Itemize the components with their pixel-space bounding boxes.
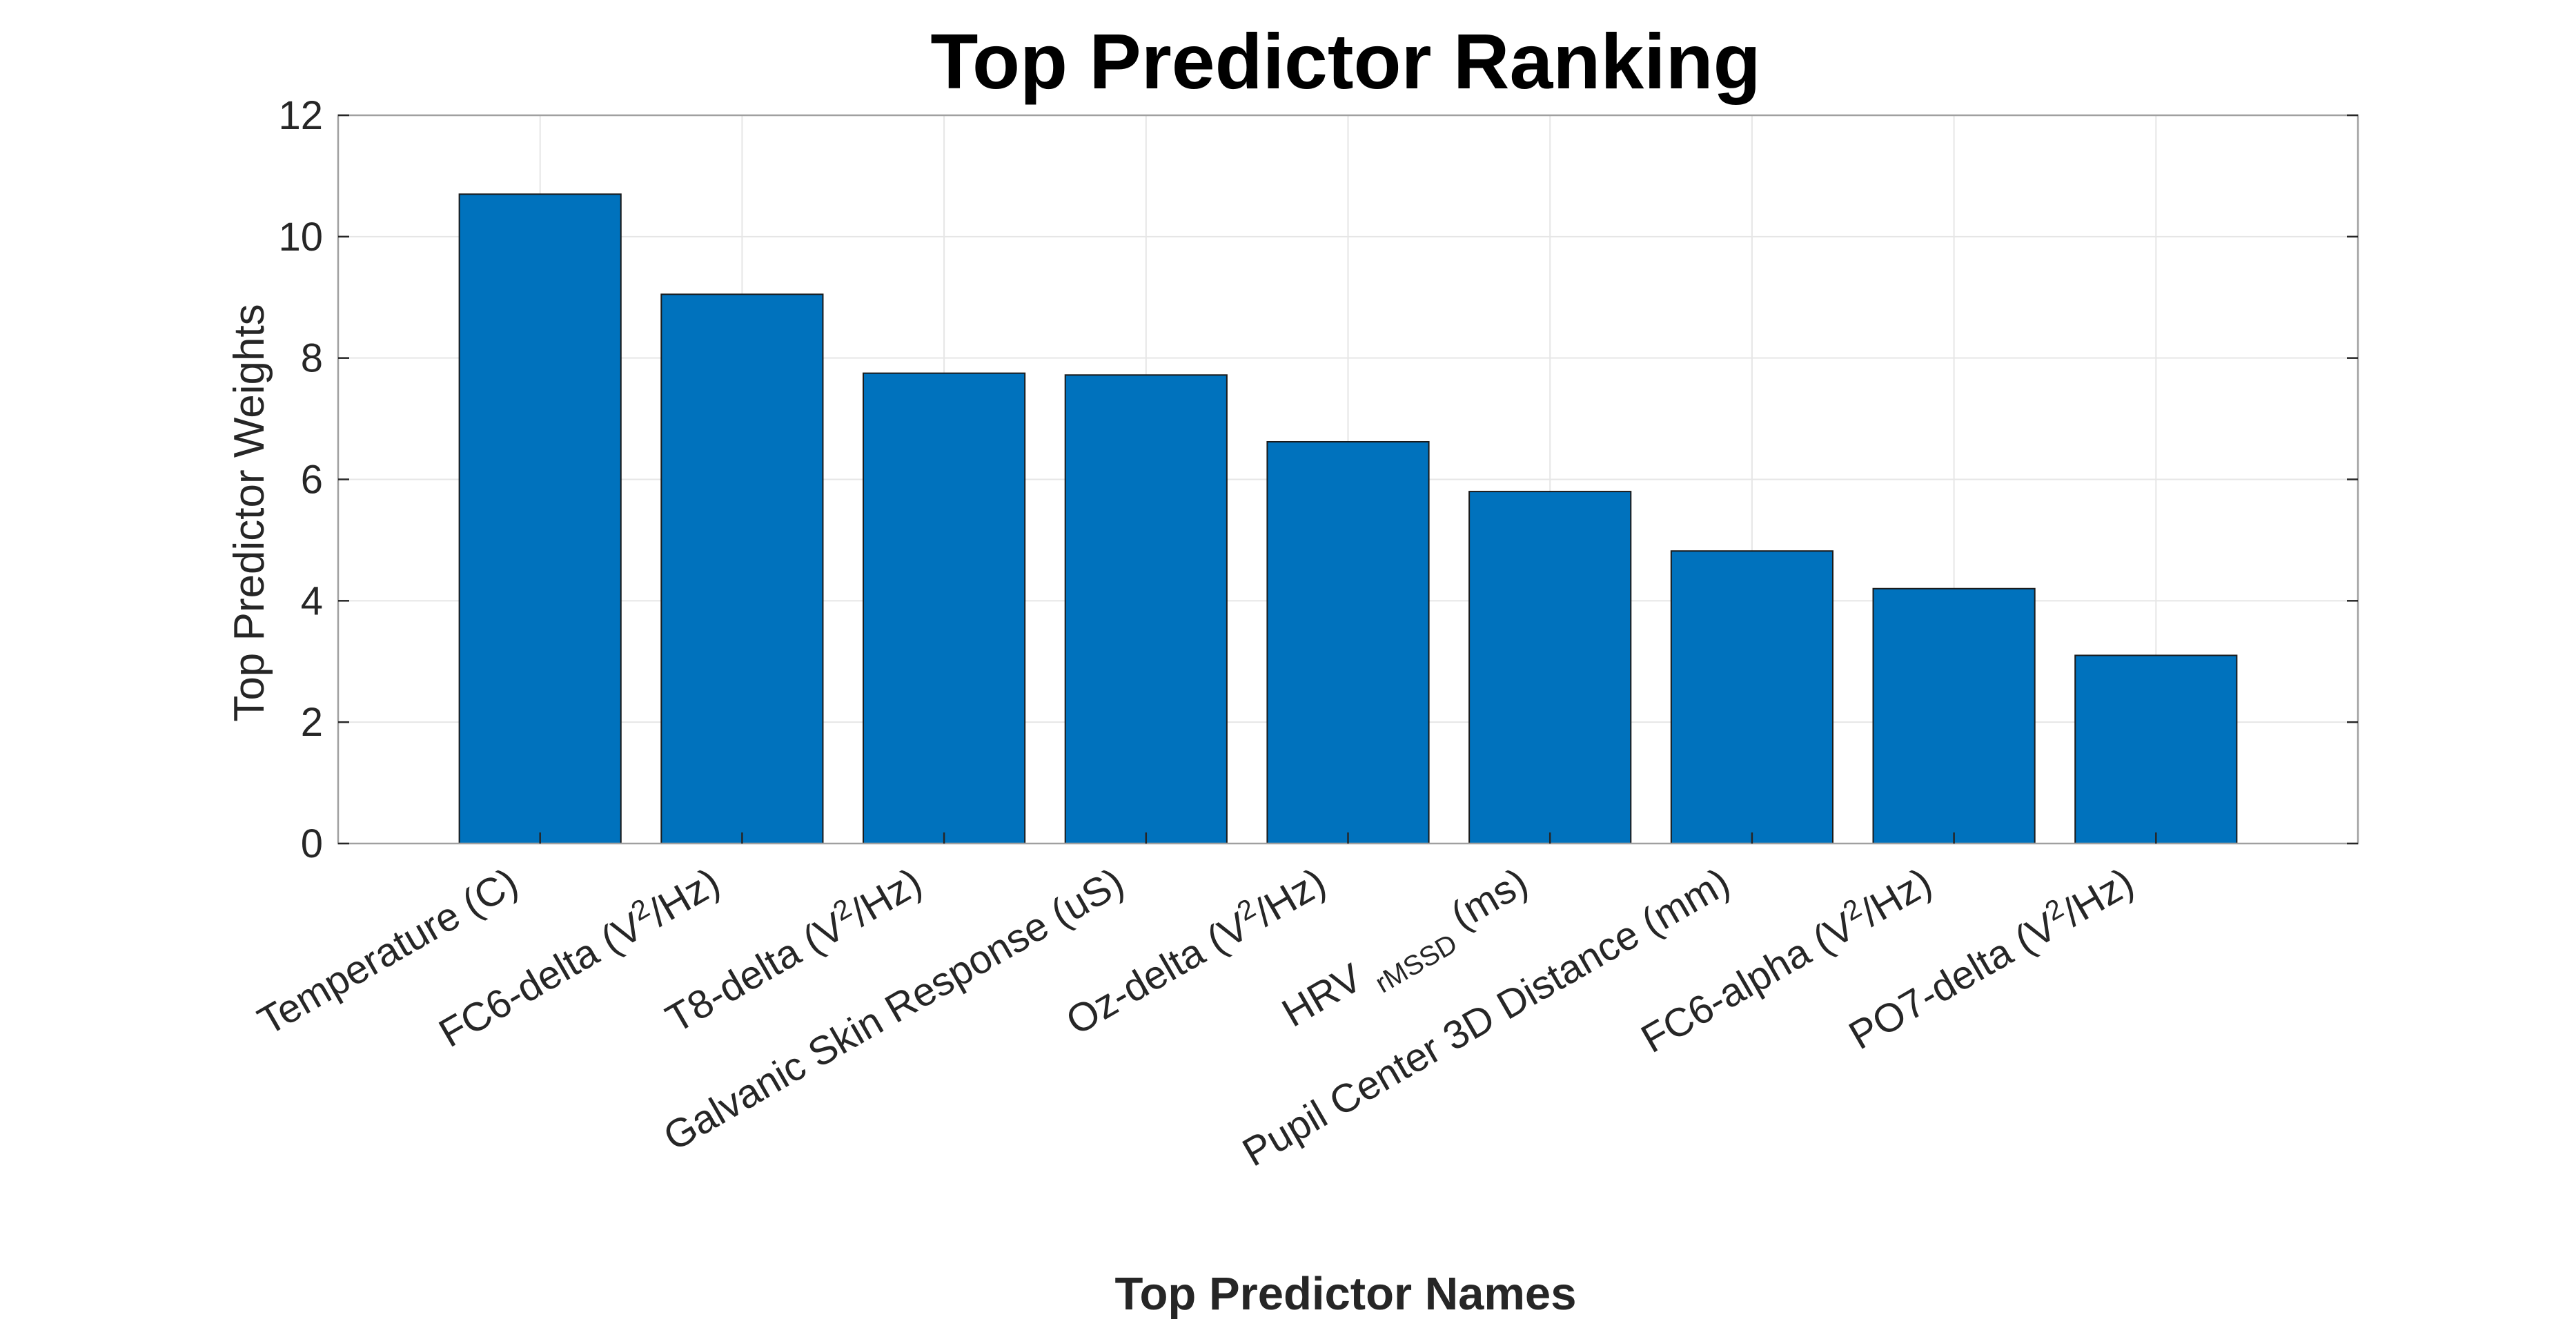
bar <box>863 372 1026 844</box>
chart-title: Top Predictor Ranking <box>930 18 1760 105</box>
y-tick-label: 4 <box>301 578 323 623</box>
bar <box>458 193 622 844</box>
y-tick-label: 6 <box>301 458 323 503</box>
y-tick-label: 12 <box>278 93 323 138</box>
bar <box>1064 374 1228 844</box>
y-tick-label: 2 <box>301 700 323 745</box>
bar <box>2074 654 2238 844</box>
bar <box>1468 491 1632 844</box>
y-axis-label: Top Predictor Weights <box>226 304 273 721</box>
bar <box>1872 587 2036 844</box>
y-tick-label: 10 <box>278 215 323 260</box>
x-axis-label: Top Predictor Names <box>1115 1268 1577 1320</box>
y-tick-label: 8 <box>301 336 323 381</box>
y-tick-label: 0 <box>301 821 323 866</box>
bars <box>458 193 2238 844</box>
bar <box>1670 550 1833 844</box>
bar <box>660 293 824 844</box>
y-axis-ticks: 0 2 4 6 8 10 12 <box>278 93 2358 866</box>
x-axis-categories: Temperature (C)FC6-delta (V2/Hz)T8-delta… <box>250 859 2141 1176</box>
bar <box>1266 440 1430 844</box>
